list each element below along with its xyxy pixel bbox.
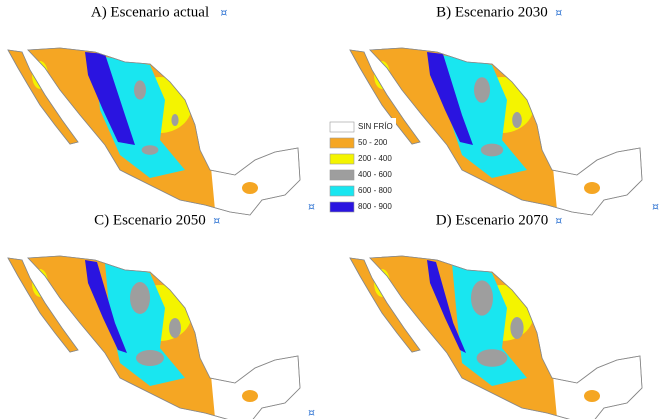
zone [480,143,504,157]
zone [584,390,600,402]
legend-swatch [329,201,355,213]
zone [350,48,422,145]
legend-swatch [329,121,355,133]
zone [8,256,80,353]
legend-label: 600 - 800 [358,186,392,195]
zone [242,182,258,194]
end-mark: ¤ [555,6,562,19]
end-mark: ¤ [213,214,220,227]
end-mark: ¤ [652,200,659,213]
zone [427,260,466,353]
legend-label: 50 - 200 [358,138,388,147]
map [7,255,301,419]
zone [32,269,48,297]
zone [242,390,258,402]
map [349,47,643,216]
zone [130,282,150,314]
legend: SIN FRÍO 50 - 200 200 - 400 400 - 600 600 - … [326,118,396,214]
map-title: B) Escenario 2030 [436,4,548,20]
legend-label: 200 - 400 [358,154,392,163]
zone [171,114,179,126]
zone [85,52,135,145]
zone [32,61,48,89]
zone [8,48,80,145]
legend-swatch [329,185,355,197]
zone [136,350,164,366]
zone [134,80,146,100]
zone [169,318,181,338]
zone [350,256,422,353]
map-title: A) Escenario actual [91,4,209,20]
map-title: C) Escenario 2050 [94,212,206,228]
zone [476,349,508,367]
legend-swatch [329,169,355,181]
zone [474,77,490,103]
zone [584,182,600,194]
zone [471,280,493,316]
zone [512,112,522,128]
legend-label: 400 - 600 [358,170,392,179]
zone [105,263,185,386]
zone [510,317,524,339]
legend-swatch [329,153,355,165]
end-mark: ¤ [220,6,227,19]
zone [141,145,159,155]
zone [427,52,473,145]
zone [374,269,390,297]
map [7,47,301,216]
legend-label: 800 - 900 [358,202,392,211]
zone [85,260,127,353]
end-mark: ¤ [308,200,315,213]
map-title: D) Escenario 2070 [436,212,548,228]
zone [374,61,390,89]
legend-label: SIN FRÍO [358,122,393,131]
end-mark: ¤ [555,214,562,227]
legend-swatch [329,137,355,149]
end-mark: ¤ [308,406,315,419]
zone [452,263,527,386]
zone [95,55,185,178]
map-zones [350,48,600,210]
zone [442,55,527,178]
legend-frame [326,118,396,214]
zone [350,256,557,418]
map [349,255,643,419]
